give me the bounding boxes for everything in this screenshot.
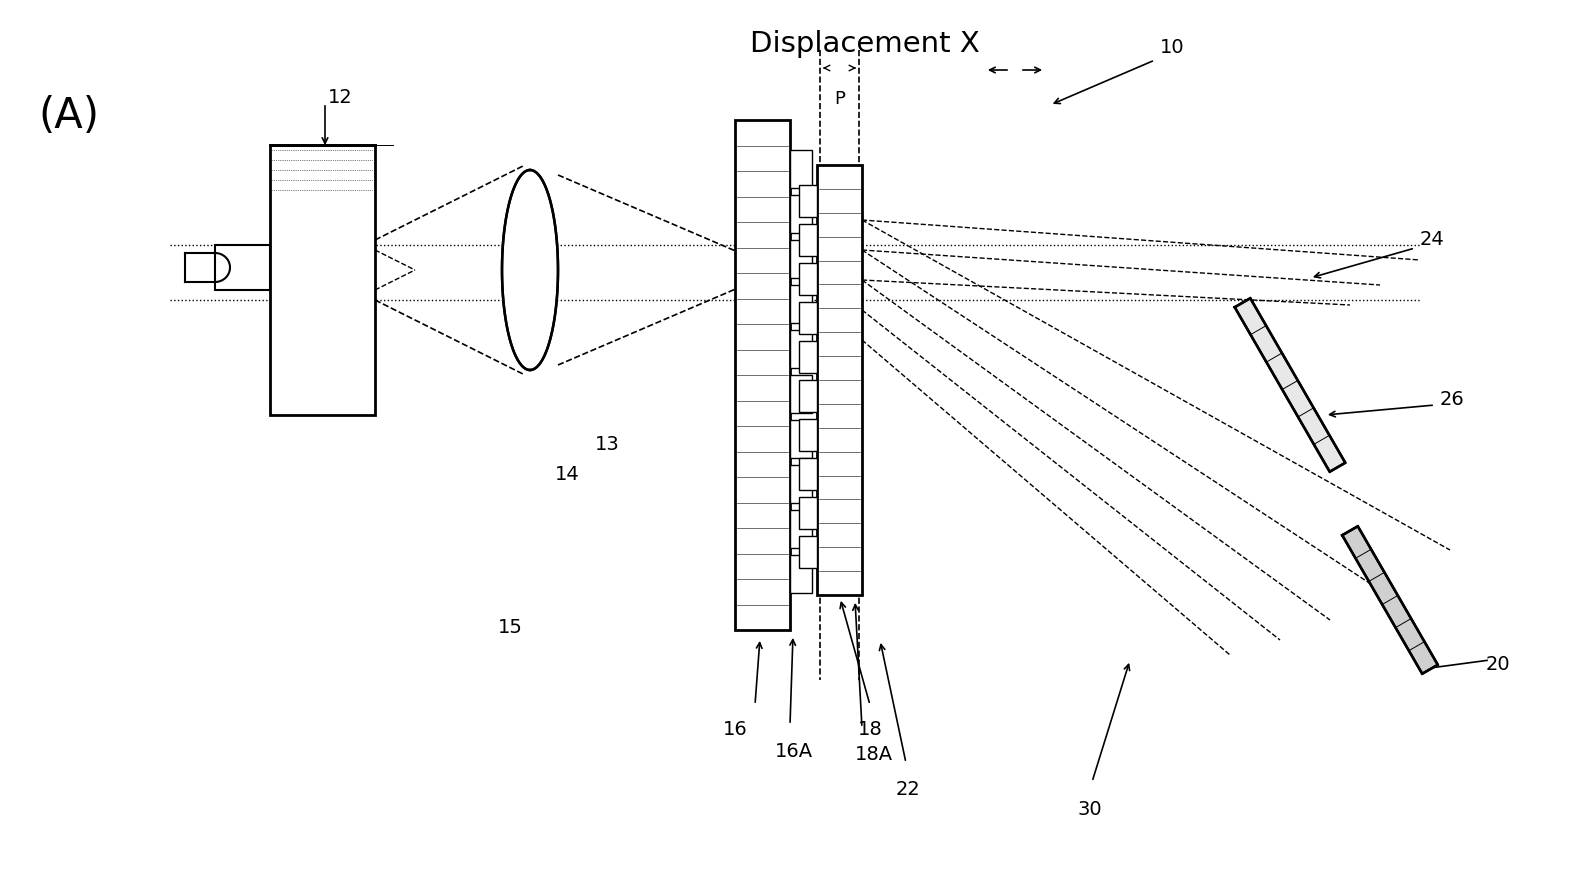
- Text: 20: 20: [1486, 655, 1511, 674]
- Bar: [790, 150, 812, 188]
- Bar: [800, 224, 817, 256]
- Text: 14: 14: [555, 465, 580, 484]
- Bar: [790, 420, 812, 458]
- Text: 13: 13: [595, 435, 620, 454]
- Bar: [800, 536, 817, 568]
- Bar: [800, 497, 817, 529]
- Bar: [800, 419, 817, 451]
- Bar: [735, 120, 790, 630]
- Text: 22: 22: [896, 780, 921, 799]
- Bar: [800, 458, 817, 490]
- Bar: [800, 185, 817, 217]
- Bar: [790, 555, 812, 593]
- Text: 26: 26: [1440, 390, 1465, 409]
- Bar: [800, 380, 817, 412]
- Bar: [790, 465, 812, 503]
- Text: 18A: 18A: [855, 745, 893, 764]
- Text: 12: 12: [328, 88, 352, 107]
- Text: Displacement X: Displacement X: [751, 30, 979, 58]
- Text: 30: 30: [1077, 800, 1102, 819]
- Bar: [790, 510, 812, 548]
- Text: (A): (A): [38, 95, 99, 137]
- Bar: [817, 165, 863, 595]
- Bar: [800, 263, 817, 296]
- Bar: [800, 302, 817, 334]
- Text: 16: 16: [722, 720, 747, 739]
- Text: P: P: [834, 90, 845, 108]
- Bar: [790, 285, 812, 323]
- Bar: [270, 145, 375, 415]
- Bar: [790, 330, 812, 368]
- Bar: [214, 245, 270, 290]
- Text: 10: 10: [1161, 38, 1184, 57]
- Bar: [790, 195, 812, 233]
- Text: 16A: 16A: [774, 742, 814, 761]
- Text: 15: 15: [498, 618, 522, 637]
- Polygon shape: [501, 170, 558, 370]
- Text: 24: 24: [1419, 230, 1445, 249]
- Polygon shape: [1342, 526, 1438, 674]
- Text: 18: 18: [858, 720, 883, 739]
- Polygon shape: [1235, 298, 1345, 472]
- Bar: [790, 240, 812, 278]
- Bar: [790, 375, 812, 414]
- Bar: [800, 341, 817, 373]
